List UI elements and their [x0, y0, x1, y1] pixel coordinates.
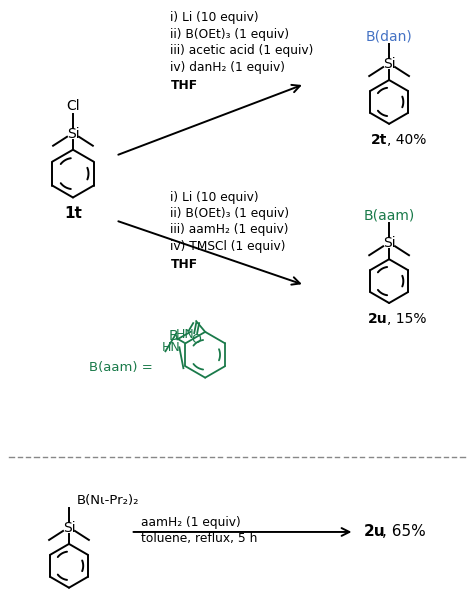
- Text: iv) TMSCl (1 equiv): iv) TMSCl (1 equiv): [170, 240, 286, 253]
- Text: ii) B(OEt)₃ (1 equiv): ii) B(OEt)₃ (1 equiv): [170, 27, 290, 41]
- Text: aamH₂ (1 equiv): aamH₂ (1 equiv): [141, 516, 240, 529]
- Text: i) Li (10 equiv): i) Li (10 equiv): [170, 12, 259, 24]
- Text: Si: Si: [383, 57, 395, 71]
- Text: 1t: 1t: [64, 206, 82, 221]
- Text: B: B: [169, 329, 178, 343]
- Text: Si: Si: [67, 127, 79, 141]
- Text: B(aam): B(aam): [364, 208, 415, 222]
- Text: iii) acetic acid (1 equiv): iii) acetic acid (1 equiv): [170, 44, 314, 57]
- Text: ii) B(OEt)₃ (1 equiv): ii) B(OEt)₃ (1 equiv): [170, 207, 290, 220]
- Text: 2u: 2u: [364, 524, 386, 540]
- Text: B(aam) =: B(aam) =: [89, 361, 153, 374]
- Text: iii) aamH₂ (1 equiv): iii) aamH₂ (1 equiv): [170, 224, 289, 236]
- Text: , 65%: , 65%: [382, 524, 426, 540]
- Text: HN: HN: [162, 341, 181, 354]
- Text: Si: Si: [63, 521, 75, 535]
- Text: THF: THF: [170, 79, 198, 92]
- Text: Si: Si: [383, 236, 395, 251]
- Text: iv) danH₂ (1 equiv): iv) danH₂ (1 equiv): [170, 60, 285, 73]
- Text: , 15%: , 15%: [387, 312, 427, 326]
- Text: O: O: [191, 332, 201, 346]
- Text: Cl: Cl: [66, 99, 80, 113]
- Text: B(Nι-Pr₂)₂: B(Nι-Pr₂)₂: [77, 494, 139, 507]
- Text: 2u: 2u: [367, 312, 387, 326]
- Text: toluene, reflux, 5 h: toluene, reflux, 5 h: [141, 532, 257, 545]
- Text: THF: THF: [170, 258, 198, 271]
- Text: i) Li (10 equiv): i) Li (10 equiv): [170, 191, 259, 203]
- Text: B(dan): B(dan): [366, 29, 412, 43]
- Text: , 40%: , 40%: [387, 133, 427, 147]
- Text: HN: HN: [175, 328, 194, 341]
- Text: 2t: 2t: [371, 133, 387, 147]
